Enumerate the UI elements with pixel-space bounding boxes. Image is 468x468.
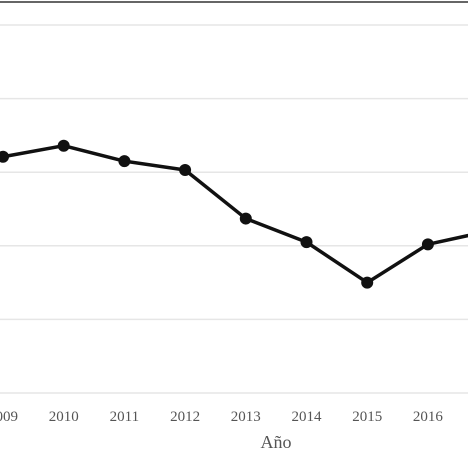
x-tick-label: 2012 — [170, 409, 200, 425]
data-point — [239, 212, 252, 225]
x-tick-label: 2013 — [231, 409, 261, 425]
data-point — [118, 155, 131, 168]
x-tick-label: 2015 — [352, 409, 382, 425]
data-point — [57, 139, 70, 152]
data-point — [361, 276, 374, 289]
data-point — [179, 163, 192, 176]
x-tick-label: 2016 — [413, 409, 444, 425]
x-tick-label: 2009 — [0, 409, 18, 425]
data-point — [421, 238, 434, 251]
data-point — [0, 150, 9, 163]
gridlines — [0, 24, 468, 394]
x-tick-label: 2014 — [292, 409, 323, 425]
series-group — [0, 139, 468, 289]
x-tick-label: 2011 — [110, 409, 139, 425]
x-tick-label: 2010 — [49, 409, 79, 425]
x-axis-ticks: 2009 2010 2011 2012 2013 2014 2015 2016 — [0, 409, 443, 425]
series-line — [2, 143, 468, 285]
data-point — [300, 236, 313, 249]
x-axis-title: Año — [261, 432, 292, 452]
